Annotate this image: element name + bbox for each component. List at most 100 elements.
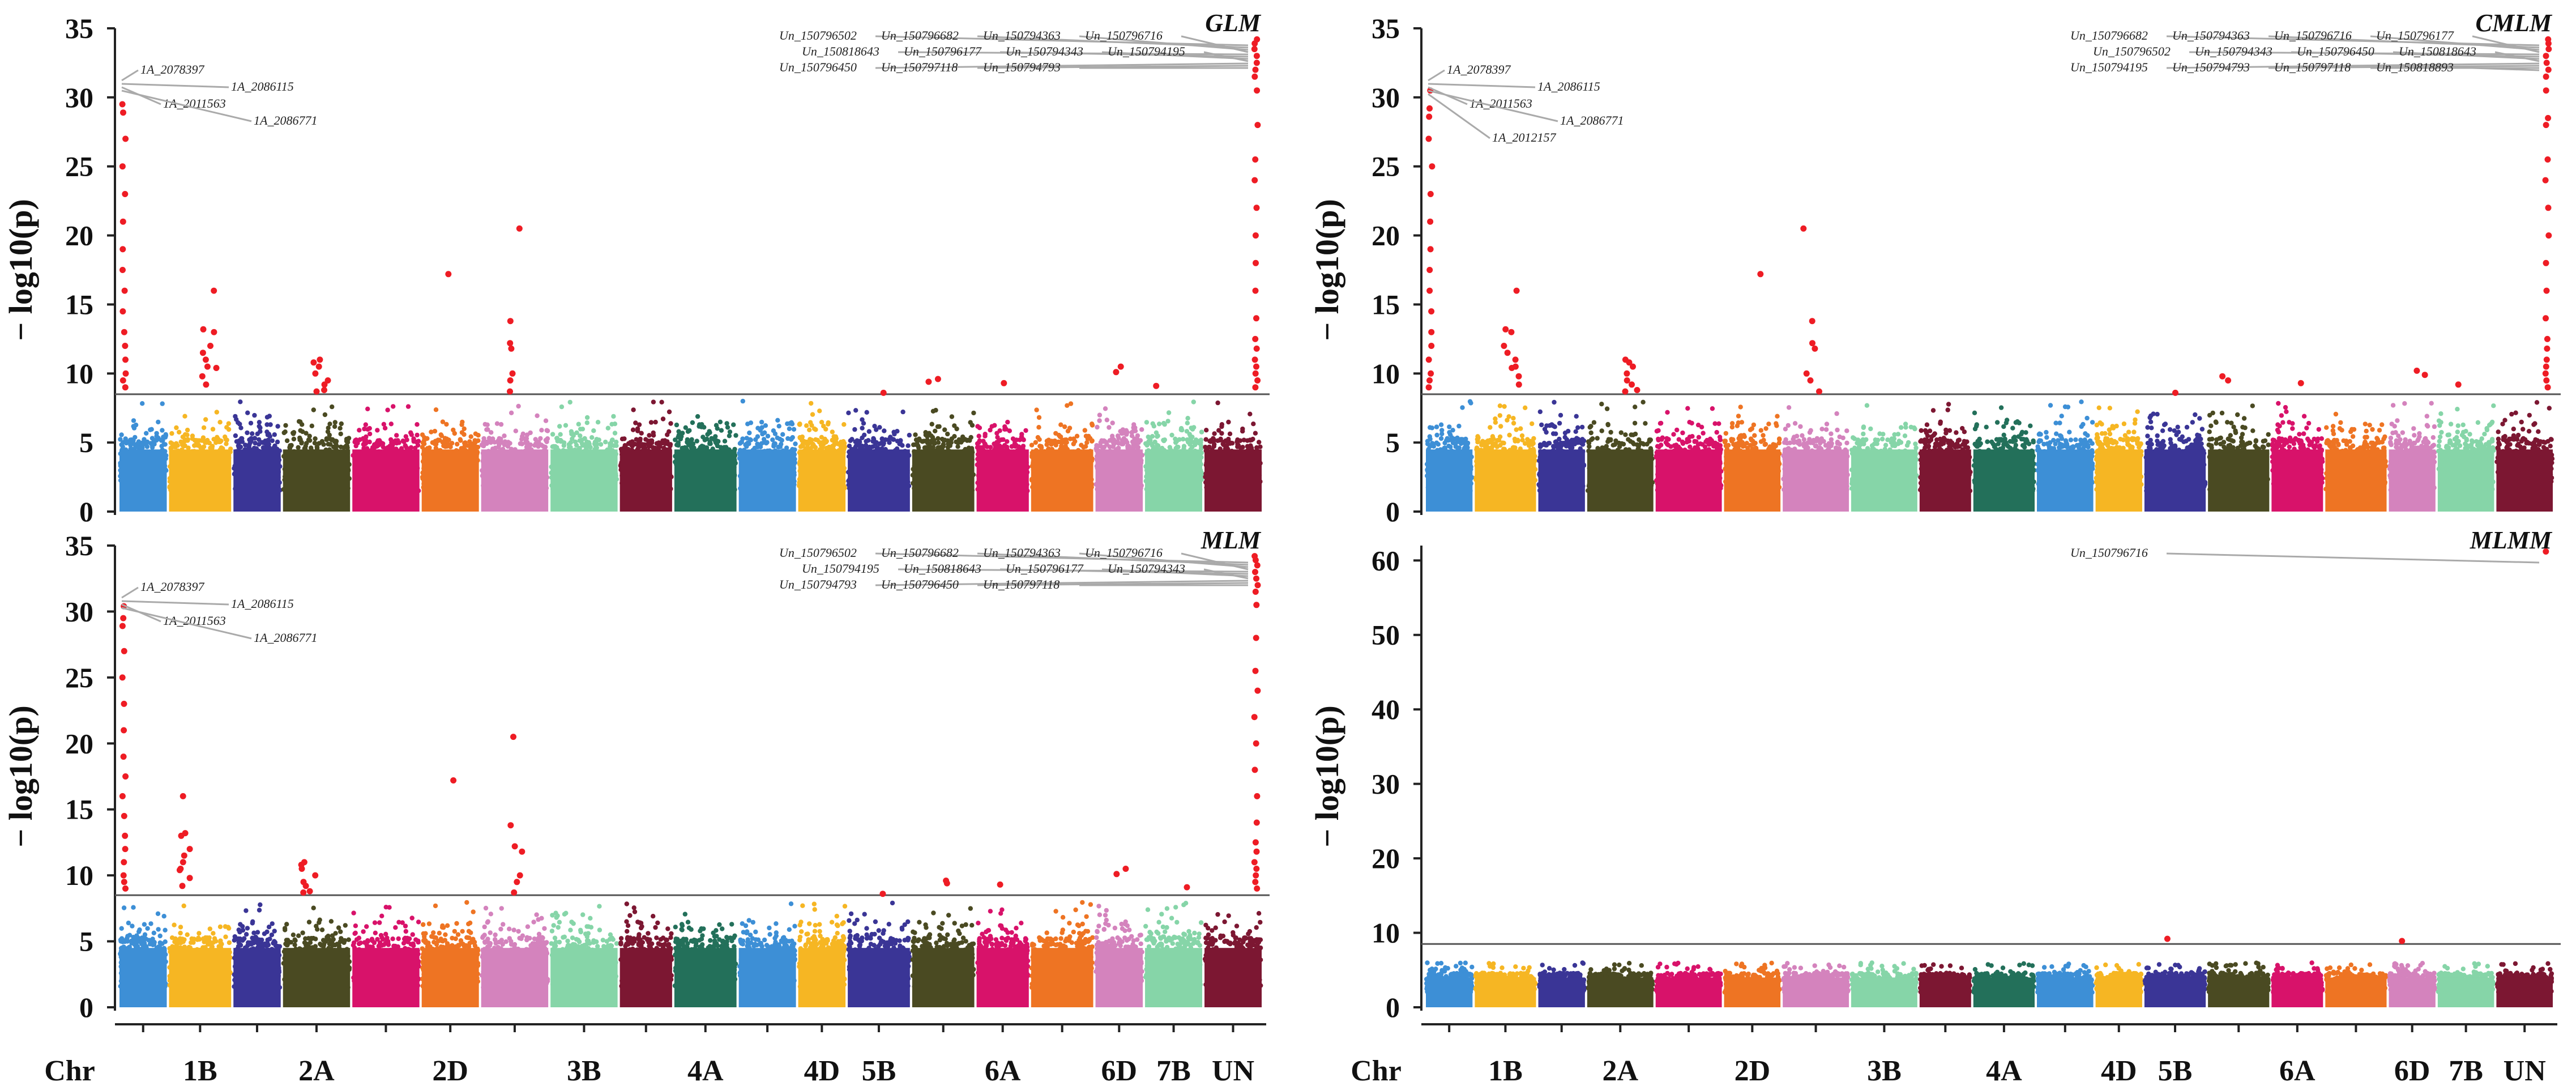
- snp-point: [554, 436, 559, 441]
- snp-point: [1034, 407, 1039, 412]
- snp-point: [237, 445, 242, 450]
- snp-point: [977, 425, 982, 431]
- snp-point: [1085, 436, 1091, 441]
- chromosome-block: [352, 449, 420, 512]
- snp-point: [524, 432, 530, 437]
- snp-point: [502, 433, 507, 438]
- snp-point: [462, 432, 467, 437]
- snp-point: [134, 444, 139, 449]
- snp-point: [785, 421, 790, 427]
- snp-point: [911, 442, 916, 448]
- snp-point: [309, 423, 314, 428]
- snp-point: [747, 430, 752, 436]
- snp-point: [877, 441, 882, 446]
- snp-point: [727, 429, 733, 435]
- snp-point: [748, 420, 754, 425]
- snp-point: [479, 442, 484, 448]
- snp-point: [363, 441, 369, 446]
- snp-point: [879, 436, 885, 441]
- snp-point: [916, 443, 921, 449]
- snp-point: [1217, 437, 1223, 443]
- snp-point: [1062, 437, 1067, 442]
- snp-point: [438, 432, 443, 437]
- snp-point: [462, 441, 467, 446]
- snp-point: [740, 398, 746, 404]
- snp-point: [995, 435, 1000, 440]
- snp-point: [1150, 421, 1155, 426]
- snp-point: [1226, 419, 1231, 425]
- snp-point: [250, 431, 255, 436]
- snp-point: [268, 422, 273, 427]
- snp-point: [1116, 435, 1121, 441]
- snp-point: [697, 422, 702, 427]
- snp-point: [1185, 416, 1190, 421]
- snp-point: [174, 425, 179, 431]
- snp-point: [759, 425, 764, 430]
- snp-point: [887, 440, 892, 445]
- snp-point: [246, 443, 251, 448]
- snp-point: [275, 439, 280, 445]
- snp-point: [233, 414, 238, 419]
- snp-point: [224, 441, 229, 446]
- snp-point: [245, 430, 250, 436]
- snp-point: [200, 435, 206, 440]
- snp-point: [853, 408, 858, 413]
- snp-point: [793, 441, 798, 446]
- snp-point: [388, 437, 394, 442]
- snp-point: [1139, 427, 1144, 432]
- snp-point: [160, 401, 165, 406]
- significant-snp: [122, 384, 129, 391]
- snp-point: [544, 437, 549, 442]
- snp-point: [982, 433, 988, 438]
- snp-point: [168, 440, 173, 445]
- snp-point: [861, 421, 866, 426]
- snp-point: [804, 423, 809, 428]
- snp-point: [182, 414, 187, 419]
- snp-point: [1199, 444, 1204, 449]
- snp-point: [375, 428, 380, 433]
- snp-point: [779, 441, 784, 447]
- snp-point: [809, 401, 814, 406]
- snp-point: [928, 445, 933, 450]
- snp-point: [270, 438, 275, 444]
- snp-point: [169, 431, 174, 436]
- snp-point: [651, 399, 656, 405]
- snp-point: [707, 429, 712, 434]
- snp-point: [472, 438, 477, 443]
- snp-point: [543, 418, 549, 423]
- snp-point: [408, 445, 414, 450]
- snp-point: [311, 407, 316, 412]
- snp-point: [900, 409, 905, 415]
- significant-snp: [119, 218, 126, 225]
- snp-point: [1110, 420, 1115, 425]
- snp-point: [1215, 400, 1220, 406]
- snp-point: [226, 427, 232, 432]
- chromosome-block: [848, 449, 910, 512]
- snp-point: [804, 439, 809, 445]
- snp-point: [442, 442, 447, 448]
- snp-point: [952, 434, 957, 439]
- snp-point: [1199, 429, 1204, 435]
- snp-point: [331, 444, 336, 450]
- snp-point: [877, 425, 882, 430]
- snp-point: [1174, 444, 1180, 450]
- snp-point: [513, 428, 518, 433]
- snp-point: [505, 444, 511, 449]
- snp-point: [810, 412, 815, 417]
- snp-point: [685, 429, 691, 434]
- snp-point: [1097, 412, 1103, 418]
- snp-point: [595, 420, 601, 425]
- chromosome-block: [1204, 449, 1262, 512]
- snp-points: [118, 398, 1263, 512]
- chromosome-block: [550, 449, 618, 512]
- snp-point: [364, 434, 369, 440]
- snp-point: [275, 424, 280, 429]
- snp-point: [185, 438, 190, 443]
- snp-point: [651, 430, 656, 436]
- snp-point: [376, 442, 382, 448]
- snp-point: [988, 427, 993, 433]
- snp-point: [338, 431, 343, 437]
- snp-point: [1097, 418, 1102, 423]
- snp-point: [1129, 430, 1134, 435]
- snp-point: [265, 432, 271, 437]
